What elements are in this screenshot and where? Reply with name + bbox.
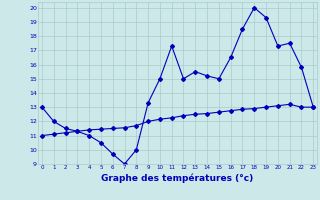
X-axis label: Graphe des températures (°c): Graphe des températures (°c) (101, 173, 254, 183)
